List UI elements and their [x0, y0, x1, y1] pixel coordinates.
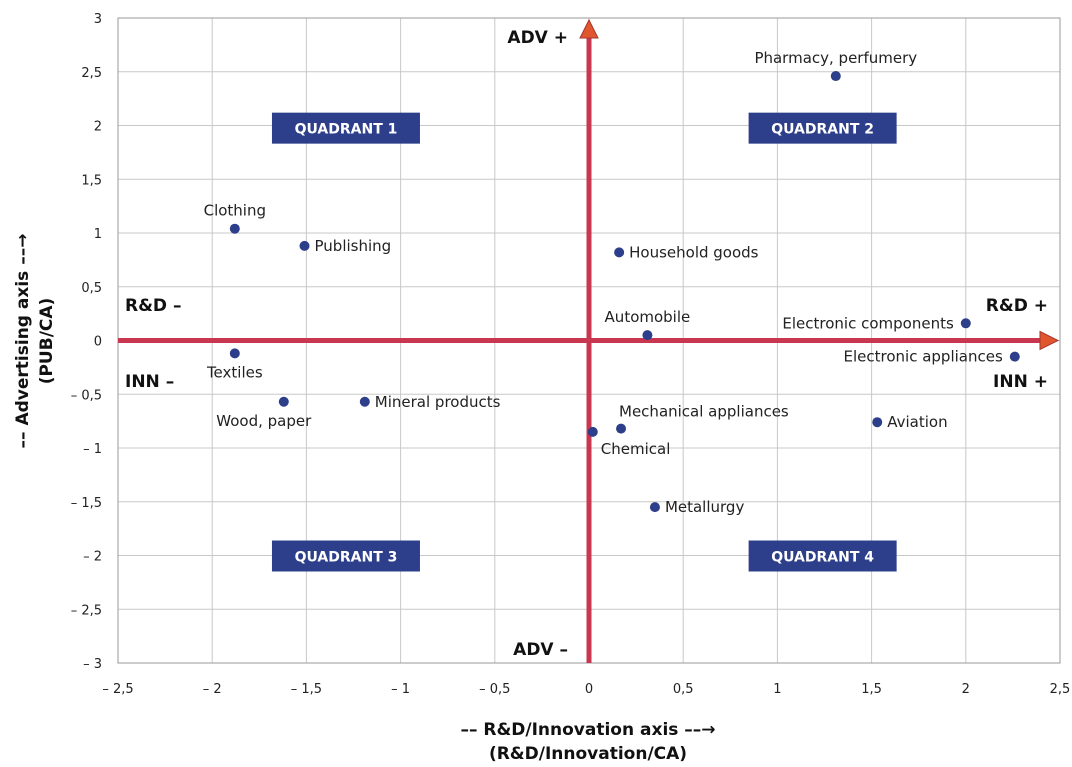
data-point-label-3: Household goods	[629, 243, 759, 261]
y-axis-subtitle: (PUB/CA)	[37, 298, 57, 385]
x-tick-label-6: 0,5	[673, 682, 694, 697]
data-point-label-4: Automobile	[605, 308, 691, 326]
right-arrow-icon	[1039, 330, 1060, 351]
quadrant-label-1: QUADRANT 1	[295, 122, 398, 138]
quadrant-label-4: QUADRANT 4	[771, 550, 874, 566]
x-axis-subtitle: (R&D/Innovation/CA)	[489, 744, 687, 764]
y-tick-label-3: 1,5	[81, 173, 102, 188]
quadrant-label-2: QUADRANT 2	[771, 122, 874, 138]
adv-minus-label: ADV –	[513, 640, 568, 660]
data-point-label-11: Chemical	[601, 440, 671, 458]
rd-plus-label: R&D +	[986, 296, 1048, 316]
data-point-7	[229, 348, 240, 359]
y-tick-label-12: – 3	[83, 657, 102, 672]
data-point-label-2: Publishing	[315, 237, 392, 255]
rd-minus-label: R&D –	[125, 296, 181, 316]
x-axis-title: –– R&D/Innovation axis ––→	[460, 720, 715, 740]
tick-labels: – 2,5 – 2 – 1,5 – 1 – 0,5 0 0,5 1 1,5 2 2,5 3 2,5 2 1,…	[71, 12, 1071, 697]
x-tick-label-2: – 1,5	[291, 682, 322, 697]
x-tick-label-10: 2,5	[1050, 682, 1071, 697]
data-point-label-5: Electronic components	[782, 314, 954, 332]
data-point-13	[649, 502, 660, 513]
y-tick-label-11: – 2,5	[71, 603, 102, 618]
quadrant-box-1	[271, 112, 420, 144]
y-tick-label-0: 3	[94, 12, 102, 27]
data-point-label-10: Mechanical appliances	[619, 403, 789, 421]
x-tick-label-0: – 2,5	[102, 682, 133, 697]
data-point-4	[642, 330, 653, 341]
data-point-label-1: Clothing	[204, 202, 266, 220]
data-point-5	[960, 318, 971, 329]
quadrant-box-2	[748, 112, 897, 144]
y-tick-label-2: 2	[94, 120, 102, 135]
center-axes	[118, 18, 1060, 663]
inn-plus-label: INN +	[993, 372, 1048, 392]
up-arrow-icon	[579, 18, 599, 39]
y-tick-label-7: – 0,5	[71, 388, 102, 403]
quadrant-box-4	[748, 540, 897, 572]
data-point-label-6: Electronic appliances	[844, 348, 1003, 366]
y-tick-label-10: – 2	[83, 550, 102, 565]
data-point-12	[872, 417, 883, 428]
data-point-label-9: Mineral products	[375, 393, 501, 411]
quadrant-label-3: QUADRANT 3	[295, 550, 398, 566]
y-tick-label-5: 0,5	[81, 281, 102, 296]
x-tick-label-9: 2	[962, 682, 970, 697]
data-point-label-7: Textiles	[206, 363, 263, 381]
x-tick-label-7: 1	[773, 682, 781, 697]
data-point-label-8: Wood, paper	[216, 412, 312, 430]
x-tick-label-8: 1,5	[861, 682, 882, 697]
data-point-label-13: Metallurgy	[665, 498, 745, 516]
quadrant-box-3	[271, 540, 420, 572]
data-point-0	[830, 71, 841, 82]
data-point-label-0: Pharmacy, perfumery	[754, 49, 917, 67]
x-tick-label-3: – 1	[391, 682, 410, 697]
inn-minus-label: INN –	[125, 372, 174, 392]
y-axis-title: –– Advertising axis ––→	[13, 234, 33, 449]
data-point-1	[229, 223, 240, 234]
data-point-8	[278, 396, 289, 407]
x-tick-label-5: 0	[585, 682, 593, 697]
quadrant-labels: QUADRANT 1 QUADRANT 2 QUADRANT 3 QUADRANT 4	[271, 112, 897, 572]
data-point-6	[1009, 351, 1020, 362]
y-tick-label-4: 1	[94, 227, 102, 242]
x-tick-label-4: – 0,5	[479, 682, 510, 697]
data-points: Pharmacy, perfumery Clothing Publishing Hou…	[204, 49, 1020, 516]
y-tick-label-1: 2,5	[81, 66, 102, 81]
y-tick-label-6: 0	[94, 335, 102, 350]
data-point-label-12: Aviation	[887, 413, 947, 431]
x-tick-label-1: – 2	[203, 682, 222, 697]
adv-plus-label: ADV +	[507, 28, 568, 48]
data-point-2	[299, 240, 310, 251]
y-tick-label-8: – 1	[83, 442, 102, 457]
data-point-3	[614, 247, 625, 258]
data-point-9	[359, 396, 370, 407]
y-tick-label-9: – 1,5	[71, 496, 102, 511]
data-point-11	[587, 426, 598, 437]
data-point-10	[616, 423, 627, 434]
